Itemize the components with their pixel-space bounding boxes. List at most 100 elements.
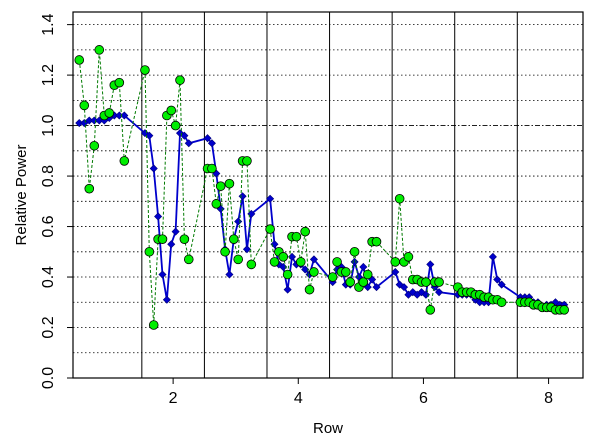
series-1-point [158, 270, 167, 279]
y-tick-label: 0.6 [40, 215, 57, 237]
series-2-point [179, 234, 190, 244]
series-2-point [282, 269, 293, 280]
series-2-point [84, 183, 95, 194]
series-1-point [266, 194, 275, 203]
series-layer [74, 45, 570, 330]
series-2-point [421, 277, 431, 287]
x-tick-label: 6 [419, 390, 428, 407]
series-2-point [269, 257, 280, 267]
series-1-point [184, 139, 193, 148]
series-1-point [391, 267, 400, 277]
series-2-point [119, 156, 130, 166]
series-2-point [300, 226, 310, 237]
y-axis-label: Relative Power [13, 145, 30, 246]
series-1-point [149, 164, 158, 173]
series-2-point [304, 284, 315, 295]
series-2-point [403, 252, 414, 262]
series-1-point [359, 262, 368, 271]
axis-layer: 2 4 6 8 0.0 0.2 0.4 0.6 0.8 1.0 1.2 1.4 [40, 13, 553, 407]
series-2-point [114, 77, 125, 88]
series-2-point [291, 231, 302, 242]
series-1-point [417, 288, 426, 297]
x-tick-label: 8 [544, 390, 553, 407]
series-1-point [162, 295, 171, 304]
series-1-point [207, 139, 216, 148]
series-2-point [104, 108, 115, 118]
series-1-point [283, 285, 292, 294]
series-2-point [278, 252, 289, 262]
plot-frame [72, 11, 584, 379]
grid-layer [73, 12, 583, 378]
series-1-point [435, 288, 444, 297]
series-1-point [242, 245, 251, 254]
series-1-point [497, 280, 506, 289]
series-2-point [559, 305, 570, 315]
series-2-point [233, 254, 244, 265]
series-1-point [145, 131, 154, 140]
series-1-point [408, 288, 417, 297]
series-2-point [327, 272, 338, 282]
x-tick-label: 2 [169, 390, 178, 407]
series-2-point [79, 100, 90, 111]
series-2-point [229, 234, 239, 244]
series-2-point [175, 75, 185, 85]
x-tick-label: 4 [294, 390, 303, 407]
series-2-point [394, 193, 405, 204]
series-1-point [488, 252, 497, 261]
series-2-point [345, 277, 356, 287]
series-1-point [225, 270, 234, 279]
series-2-point [170, 120, 181, 131]
series-2-point [148, 320, 159, 330]
series-2-point [496, 297, 507, 308]
series-1-point [287, 252, 297, 261]
series-2-line [78, 49, 565, 326]
series-2-point [224, 178, 235, 189]
y-tick-label: 1.4 [40, 13, 57, 35]
series-2-point [183, 254, 194, 265]
y-tick-label: 1.2 [40, 64, 57, 86]
series-2-point [207, 163, 217, 174]
series-1-point [234, 217, 243, 226]
series-1-point [426, 260, 435, 269]
series-2-point [390, 257, 401, 267]
series-1-point [203, 134, 212, 143]
series-2-point [144, 246, 155, 257]
series-2-point [246, 259, 257, 270]
x-axis-label: Row [313, 420, 343, 437]
y-tick-label: 0.8 [40, 165, 57, 187]
series-2-point [349, 246, 360, 257]
series-2-point [157, 234, 168, 244]
y-tick-label: 0.2 [40, 316, 57, 338]
series-2-point [425, 305, 436, 315]
y-tick-label: 1.0 [40, 114, 57, 136]
series-2-point [140, 65, 150, 75]
series-2-point [362, 269, 373, 280]
series-1-point [154, 212, 163, 221]
series-2-point [211, 199, 222, 209]
series-2-point [341, 267, 351, 277]
series-2-point [309, 267, 319, 277]
series-2-point [371, 236, 382, 247]
series-2-point [94, 45, 105, 55]
series-1-point [167, 240, 176, 249]
series-1-point [350, 257, 359, 266]
series-1-point [493, 275, 502, 284]
series-2-point [265, 224, 275, 234]
series-1-point [400, 283, 409, 292]
y-tick-label: 0.0 [40, 367, 57, 389]
series-2-point [166, 105, 177, 116]
series-1-point [171, 227, 180, 236]
series-2-point [358, 277, 369, 287]
series-1-point [395, 280, 404, 289]
series-2-point [74, 55, 85, 65]
series-2-point [220, 246, 230, 257]
series-1-line [79, 114, 565, 309]
series-1-point [120, 111, 129, 120]
series-1-point [301, 265, 310, 274]
series-2-point [434, 277, 444, 287]
series-2-point [295, 257, 306, 267]
series-1-point [238, 192, 247, 201]
series-2-point [89, 140, 100, 151]
series-1-point [372, 283, 381, 292]
